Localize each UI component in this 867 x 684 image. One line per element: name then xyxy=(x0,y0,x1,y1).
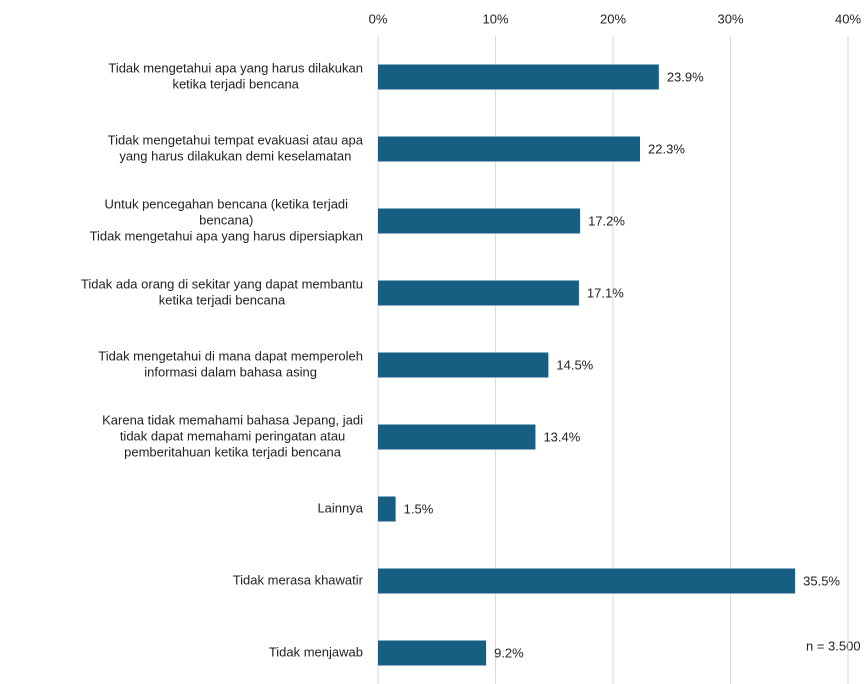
category-label-line: pemberitahuan ketika terjadi bencana xyxy=(124,444,342,459)
category-label-line: tidak dapat memahami peringatan atau xyxy=(120,428,345,443)
x-tick-label: 40% xyxy=(835,11,861,26)
value-label: 14.5% xyxy=(556,357,593,372)
category-label: Tidak mengetahui di mana dapat memperole… xyxy=(98,348,363,379)
bar xyxy=(378,280,579,306)
category-label: Tidak merasa khawatir xyxy=(233,572,364,587)
category-label-line: Tidak mengetahui apa yang harus dipersia… xyxy=(90,228,363,243)
category-label-line: Tidak mengetahui tempat evakuasi atau ap… xyxy=(108,132,364,147)
bar xyxy=(378,640,487,666)
value-label: 17.2% xyxy=(588,213,625,228)
category-label-line: Tidak menjawab xyxy=(269,644,363,659)
category-label: Tidak mengetahui apa yang harus dilakuka… xyxy=(108,60,363,91)
x-tick-label: 20% xyxy=(600,11,626,26)
value-label: 17.1% xyxy=(587,285,624,300)
category-label: Tidak mengetahui tempat evakuasi atau ap… xyxy=(108,132,364,163)
category-label-line: Tidak ada orang di sekitar yang dapat me… xyxy=(81,276,363,291)
bar xyxy=(378,424,536,450)
category-label-line: bencana) xyxy=(199,212,253,227)
value-label: 9.2% xyxy=(494,645,524,660)
bar xyxy=(378,208,581,234)
x-tick-label: 30% xyxy=(717,11,743,26)
category-label-line: yang harus dilakukan demi keselamatan xyxy=(119,148,351,163)
bar xyxy=(378,568,796,594)
bar xyxy=(378,496,396,522)
category-label-line: ketika terjadi bencana xyxy=(159,292,286,307)
category-label-line: ketika terjadi bencana xyxy=(172,76,299,91)
bar xyxy=(378,352,549,378)
bar xyxy=(378,64,659,90)
x-tick-label: 10% xyxy=(482,11,508,26)
category-label-line: Tidak mengetahui di mana dapat memperole… xyxy=(98,348,363,363)
category-label-line: Karena tidak memahami bahasa Jepang, jad… xyxy=(102,412,363,427)
category-label-line: Tidak mengetahui apa yang harus dilakuka… xyxy=(108,60,363,75)
category-label: Lainnya xyxy=(317,500,363,515)
category-label-line: Untuk pencegahan bencana (ketika terjadi xyxy=(105,196,349,211)
annotation: n = 3.500 xyxy=(806,638,861,653)
category-label: Tidak menjawab xyxy=(269,644,363,659)
value-label: 13.4% xyxy=(543,429,580,444)
category-label-line: Tidak merasa khawatir xyxy=(233,572,364,587)
bar xyxy=(378,136,641,162)
x-tick-label: 0% xyxy=(369,11,388,26)
value-label: 1.5% xyxy=(404,501,434,516)
value-label: 35.5% xyxy=(803,573,840,588)
category-label: Tidak ada orang di sekitar yang dapat me… xyxy=(81,276,363,307)
value-label: 22.3% xyxy=(648,141,685,156)
category-label-line: Lainnya xyxy=(317,500,363,515)
category-label: Untuk pencegahan bencana (ketika terjadi… xyxy=(90,196,363,243)
category-label-line: informasi dalam bahasa asing xyxy=(144,364,317,379)
value-label: 23.9% xyxy=(667,69,704,84)
category-label: Karena tidak memahami bahasa Jepang, jad… xyxy=(102,412,363,459)
